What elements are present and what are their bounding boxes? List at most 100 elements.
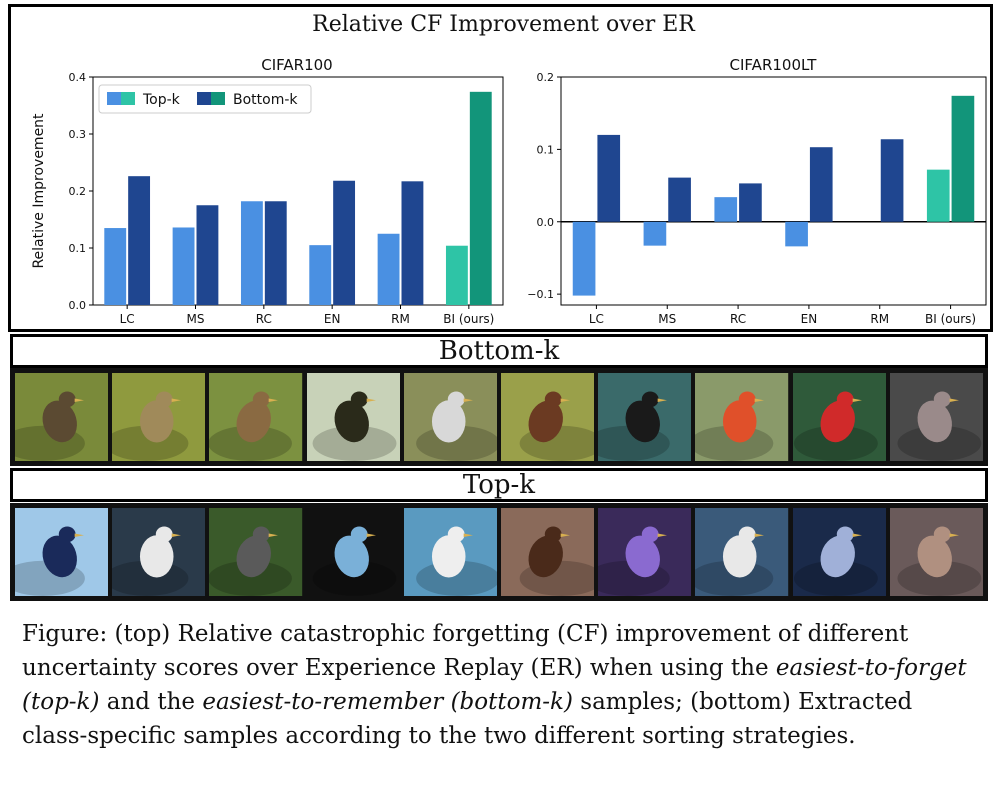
bar-bottom-k	[951, 95, 975, 222]
bird-photo-thumbnail	[403, 373, 498, 461]
bird-photo-icon	[792, 508, 886, 596]
bar-top-k	[714, 197, 738, 222]
x-tick-label: RM	[391, 312, 410, 326]
bar-bottom-k	[264, 201, 287, 305]
chart-canvas: CIFAR100 0.0 0.1 0.2 0.3 0.4 Relative Improvem…	[31, 56, 987, 326]
x-tick-label: LC	[589, 312, 604, 326]
y-tick-label: 0.4	[69, 71, 87, 84]
x-tick-label: RC	[256, 312, 272, 326]
y-tick-label: −0.1	[527, 288, 554, 301]
caption-emphasis-1: easiest-to-forget (top-k)	[22, 655, 967, 715]
legend-swatch-bottom-k-ours	[211, 92, 225, 105]
bird-photo-icon	[403, 373, 498, 461]
x-tick-label: EN	[324, 312, 341, 326]
bird-photo-thumbnail	[306, 373, 400, 461]
bar-top-k	[240, 201, 263, 305]
legend-label-bottom-k: Bottom-k	[233, 92, 298, 108]
bar-top-k	[309, 245, 332, 305]
bird-photo-thumbnail	[792, 508, 886, 596]
bar-bottom-k	[333, 180, 356, 305]
bar-bottom-k	[739, 183, 762, 222]
bar-top-k	[377, 233, 400, 305]
caption-text-2: and the	[99, 689, 203, 715]
x-tick-label: LC	[120, 312, 135, 326]
legend-swatch-top-k	[107, 92, 121, 105]
bar-bottom-k	[597, 134, 621, 222]
bird-photo-thumbnail	[889, 508, 984, 596]
bird-photo-thumbnail	[112, 508, 206, 596]
bar-bottom-k	[196, 205, 219, 305]
bar-bottom-k	[469, 91, 492, 305]
chart-panel: Relative CF Improvement over ER CIFAR100…	[8, 4, 993, 332]
bird-photo-icon	[209, 373, 303, 461]
bird-photo-icon	[209, 508, 303, 596]
bar-bottom-k	[880, 139, 904, 222]
top-k-label: Top-k	[10, 468, 988, 502]
x-tick-label: BI (ours)	[443, 312, 494, 326]
bar-bottom-k	[809, 147, 833, 222]
top-k-image-strip	[10, 503, 988, 601]
legend: Top-k Bottom-k	[98, 84, 312, 114]
bird-photo-thumbnail	[501, 373, 595, 461]
axes-frame	[560, 76, 987, 306]
caption-text-3: samples; (bottom) Extracted class-specif…	[22, 689, 913, 749]
bar-bottom-k	[668, 177, 691, 222]
bird-photo-icon	[306, 508, 400, 596]
legend-label-top-k: Top-k	[142, 92, 181, 108]
bar-bottom-k	[401, 181, 424, 305]
y-tick-label: 0.1	[69, 242, 87, 255]
bird-photo-thumbnail	[209, 373, 303, 461]
chart-1: CIFAR100 0.0 0.1 0.2 0.3 0.4 Relative Improvem…	[31, 56, 504, 326]
bird-photo-thumbnail	[889, 373, 984, 461]
bar-top-k	[445, 245, 468, 305]
y-tick-label: 0.0	[69, 299, 87, 312]
bird-photo-icon	[15, 373, 109, 461]
x-tick-label: EN	[801, 312, 818, 326]
bird-photo-thumbnail	[598, 508, 692, 596]
bird-photo-thumbnail	[15, 373, 109, 461]
bird-photo-thumbnail	[695, 508, 789, 596]
bird-photo-icon	[501, 373, 595, 461]
y-tick-label: 0.2	[69, 185, 87, 198]
panel-title: Relative CF Improvement over ER	[312, 12, 695, 37]
bottom-k-image-strip	[10, 368, 988, 466]
bird-photo-icon	[15, 508, 109, 596]
bird-photo-thumbnail	[403, 508, 498, 596]
bird-photo-thumbnail	[792, 373, 886, 461]
bar-top-k	[926, 169, 950, 222]
bar-top-k	[785, 221, 808, 247]
y-tick-label: 0.1	[537, 143, 555, 156]
y-tick-label: 0.2	[537, 71, 555, 84]
bird-photo-thumbnail	[306, 508, 400, 596]
chart-2: CIFAR100LT 0.2 0.1 0.0 −0.1 LC MS RC EN RM BI (our…	[527, 56, 987, 326]
bird-photo-thumbnail	[695, 373, 789, 461]
bird-photo-icon	[598, 508, 692, 596]
bird-photo-icon	[403, 508, 498, 596]
bar-top-k	[643, 221, 667, 246]
y-axis-label: Relative Improvement	[31, 113, 47, 269]
y-tick-label: 0.3	[69, 128, 87, 141]
bar-bottom-k	[128, 176, 151, 305]
bird-photo-icon	[306, 373, 400, 461]
bottom-k-label: Bottom-k	[10, 334, 988, 368]
bar-top-k	[104, 228, 127, 305]
x-tick-label: MS	[658, 312, 676, 326]
bird-photo-thumbnail	[209, 508, 303, 596]
bird-photo-thumbnail	[112, 373, 206, 461]
bar-top-k	[572, 221, 596, 296]
bird-photo-icon	[112, 373, 206, 461]
bird-photo-icon	[889, 508, 984, 596]
x-tick-label: RM	[870, 312, 889, 326]
bird-photo-thumbnail	[598, 373, 692, 461]
bird-photo-icon	[695, 508, 789, 596]
subplot-title: CIFAR100LT	[730, 56, 818, 74]
x-tick-label: MS	[187, 312, 205, 326]
bar-top-k	[172, 227, 195, 305]
x-tick-label: RC	[730, 312, 746, 326]
bird-photo-icon	[598, 373, 692, 461]
caption-emphasis-2: easiest-to-remember (bottom-k)	[202, 689, 573, 715]
y-tick-label: 0.0	[537, 216, 555, 229]
bird-photo-icon	[695, 373, 789, 461]
bird-photo-icon	[501, 508, 595, 596]
legend-swatch-top-k-ours	[121, 92, 135, 105]
